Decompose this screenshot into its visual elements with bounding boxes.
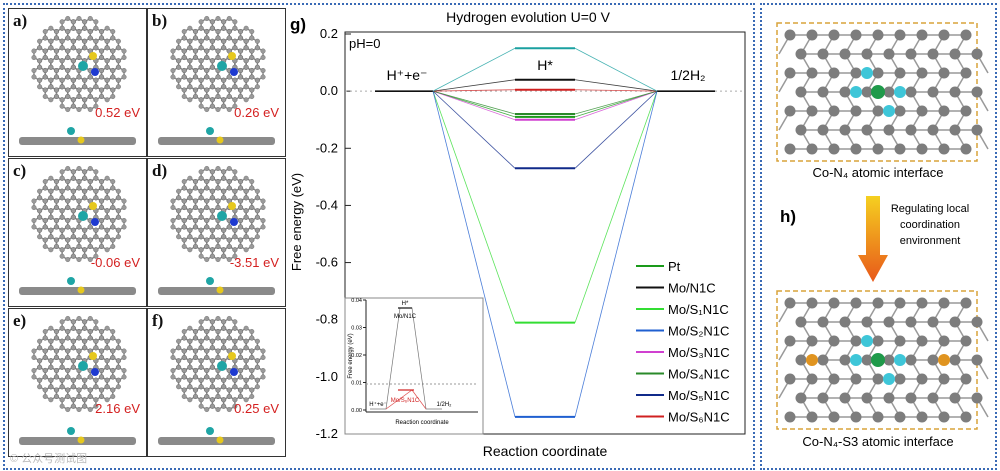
inset-series-top: Mo/N1C bbox=[394, 314, 417, 320]
state-label-end: 1/2H₂ bbox=[670, 67, 705, 83]
legend-label: Pt bbox=[668, 259, 681, 274]
y-tick-label: -0.6 bbox=[316, 255, 338, 270]
connector-line bbox=[433, 91, 515, 322]
inset-y-tick-label: 0.04 bbox=[351, 298, 362, 304]
connector-line bbox=[575, 80, 657, 91]
legend-label: Mo/S₆N1C bbox=[668, 410, 730, 425]
ph-label: pH=0 bbox=[349, 36, 380, 51]
y-tick-label: 0.0 bbox=[320, 83, 338, 98]
connector-line bbox=[575, 91, 657, 117]
connector-line bbox=[575, 91, 657, 120]
y-tick-label: -0.8 bbox=[316, 312, 338, 327]
chart-title: Hydrogen evolution U=0 V bbox=[446, 9, 610, 25]
legend-label: Mo/S₁N1C bbox=[668, 302, 729, 317]
legend-label: Mo/S₄N1C bbox=[668, 367, 730, 382]
inset-x-label: Reaction coordinate bbox=[395, 420, 449, 426]
figure: a) 0.52 eV b) 0.26 eV c) -0.06 eV d) -3.51 eV e)… bbox=[0, 0, 1000, 471]
connector-line bbox=[433, 91, 515, 117]
connector-line bbox=[433, 90, 515, 91]
y-tick-label: -1.2 bbox=[316, 426, 338, 441]
chart-panel-label: g) bbox=[290, 15, 306, 34]
connector-line bbox=[575, 91, 657, 417]
legend-label: Mo/S₃N1C bbox=[668, 345, 730, 360]
y-tick-label: -0.2 bbox=[316, 140, 338, 155]
connector-line bbox=[433, 91, 515, 120]
watermark: © 公众号测试图 bbox=[10, 450, 87, 466]
inset-y-tick-label: 0.00 bbox=[351, 408, 362, 414]
legend-label: Mo/S₅N1C bbox=[668, 388, 730, 403]
legend-label: Mo/N1C bbox=[668, 281, 716, 296]
hydrogen-evolution-chart: g) Hydrogen evolution U=0 V pH=0 Free en… bbox=[0, 0, 1000, 471]
y-tick-label: 0.2 bbox=[320, 26, 338, 41]
state-label-mid: H* bbox=[537, 57, 553, 73]
inset-y-tick-label: 0.03 bbox=[351, 326, 362, 332]
inset-y-label: Free energy (eV) bbox=[348, 333, 354, 378]
inset-series-bottom: Mo/S₆N1C bbox=[391, 398, 420, 404]
inset-mid-label: H* bbox=[402, 301, 409, 307]
state-label-start: H⁺+e⁻ bbox=[387, 67, 428, 83]
inset-end-label: 1/2H₂ bbox=[436, 402, 452, 408]
connector-line bbox=[433, 80, 515, 91]
inset-chart: 0.040.030.020.010.00 H* Mo/N1C Mo/S₆N1C … bbox=[345, 298, 483, 434]
y-axis-label: Free energy (eV) bbox=[289, 173, 304, 271]
inset-y-tick-label: 0.01 bbox=[351, 381, 362, 387]
inset-start-label: H⁺+e⁻ bbox=[369, 401, 387, 408]
y-tick-label: -1.0 bbox=[316, 369, 338, 384]
legend-label: Mo/S₂N1C bbox=[668, 324, 729, 339]
connector-line bbox=[575, 48, 657, 91]
connector-line bbox=[433, 48, 515, 91]
y-tick-label: -0.4 bbox=[316, 197, 338, 212]
x-axis-label: Reaction coordinate bbox=[483, 443, 608, 459]
